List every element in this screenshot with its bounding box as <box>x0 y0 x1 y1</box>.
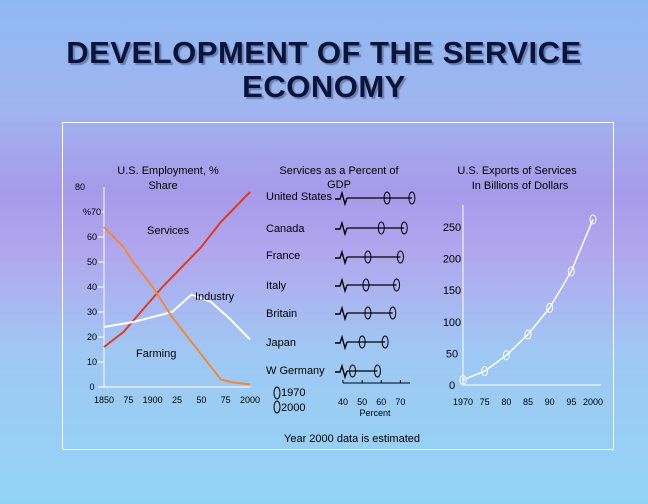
employment-x-tick-label: 25 <box>172 395 182 405</box>
gdp-title-line1: Services as a Percent of <box>279 165 399 177</box>
exports-title-line2: In Billions of Dollars <box>472 180 569 192</box>
gdp-axis-break <box>335 220 348 237</box>
employment-y-tick-label: 10 <box>87 357 97 367</box>
gdp-axis-break <box>335 363 348 380</box>
gdp-1970-marker <box>377 221 385 235</box>
exports-point <box>524 329 532 340</box>
footnote: Year 2000 data is estimated <box>284 433 420 445</box>
exports-chart: 0 50 100 150 200 250 1970 75 80 85 90 95 2000 <box>443 205 603 407</box>
exports-y-tick-label: 100 <box>443 317 461 329</box>
gdp-2000-marker <box>393 278 401 292</box>
employment-y-tick-label: 20 <box>87 332 97 342</box>
chart-panel <box>62 122 614 450</box>
employment-title-line1: U.S. Employment, % <box>117 165 219 177</box>
employment-farming-label: Farming <box>136 348 176 360</box>
slide-title-line1: DEVELOPMENT OF THE SERVICE <box>66 35 582 70</box>
gdp-1970-marker <box>358 335 366 349</box>
gdp-x-tick-label: 50 <box>357 397 367 407</box>
exports-y-tick-label: 200 <box>443 254 461 266</box>
exports-point <box>567 266 575 277</box>
gdp-country-label: Britain <box>266 308 297 320</box>
gdp-country-label: Canada <box>266 223 305 235</box>
exports-line <box>462 219 594 381</box>
gdp-2000-marker <box>381 335 389 349</box>
gdp-legend-1970-label: 1970 <box>281 387 305 399</box>
exports-point <box>502 350 510 361</box>
exports-x-tick-label: 2000 <box>583 397 603 407</box>
gdp-title-line2: GDP <box>327 179 351 191</box>
employment-y-tick-label: %70 <box>83 207 101 217</box>
exports-y-tick-label: 0 <box>449 380 455 392</box>
exports-x-tick-label: 1970 <box>453 397 473 407</box>
slide-title-line2: ECONOMY <box>242 69 406 104</box>
gdp-2000-marker <box>373 364 381 378</box>
exports-x-tick-label: 95 <box>566 397 576 407</box>
gdp-country-label: W Germany <box>266 365 325 377</box>
gdp-axis-break <box>335 305 348 322</box>
employment-services-line <box>103 191 251 348</box>
gdp-axis-break <box>335 334 348 351</box>
employment-y-top-label: 80 <box>75 182 85 192</box>
gdp-country-label: United States <box>266 191 333 203</box>
employment-y-tick-label: 60 <box>87 232 97 242</box>
gdp-1970-marker <box>383 191 391 205</box>
gdp-1970-marker <box>364 250 372 264</box>
gdp-2000-marker <box>408 191 416 205</box>
exports-y-tick-label: 250 <box>443 222 461 234</box>
gdp-country-label: Japan <box>266 337 296 349</box>
gdp-legend-2000-marker <box>273 400 281 414</box>
employment-industry-line <box>103 293 251 341</box>
employment-title-line2: Share <box>148 180 177 192</box>
gdp-1970-marker <box>362 278 370 292</box>
employment-y-tick-label: 50 <box>87 257 97 267</box>
exports-x-tick-label: 90 <box>545 397 555 407</box>
employment-farming-line <box>103 226 251 386</box>
gdp-x-tick-label: 40 <box>338 397 348 407</box>
gdp-axis-break <box>335 249 348 266</box>
exports-x-tick-label: 80 <box>501 397 511 407</box>
employment-services-label: Services <box>147 225 190 237</box>
employment-x-tick-label: 50 <box>196 395 206 405</box>
exports-x-tick-label: 75 <box>480 397 490 407</box>
gdp-axis-break <box>335 277 348 294</box>
exports-title-line1: U.S. Exports of Services <box>457 165 577 177</box>
exports-point <box>459 374 467 385</box>
employment-x-tick-label: 1900 <box>143 395 163 405</box>
gdp-axis-break <box>335 190 348 207</box>
gdp-legend-2000-label: 2000 <box>281 402 305 414</box>
exports-x-tick-label: 85 <box>523 397 533 407</box>
exports-point <box>546 302 554 313</box>
employment-industry-label: Industry <box>195 291 235 303</box>
gdp-x-tick-label: 60 <box>376 397 386 407</box>
gdp-1970-marker <box>349 364 357 378</box>
gdp-x-axis-label: Percent <box>359 408 391 418</box>
gdp-2000-marker <box>389 306 397 320</box>
exports-point <box>481 366 489 377</box>
employment-x-tick-label: 1850 <box>94 395 114 405</box>
exports-y-tick-label: 50 <box>446 348 458 360</box>
gdp-legend-1970-marker <box>273 386 281 400</box>
exports-y-tick-label: 150 <box>443 285 461 297</box>
employment-y-tick-label: 0 <box>89 382 94 392</box>
employment-x-tick-label: 2000 <box>240 395 260 405</box>
employment-x-tick-label: 75 <box>221 395 231 405</box>
gdp-1970-marker <box>364 306 372 320</box>
gdp-2000-marker <box>396 250 404 264</box>
gdp-country-label: Italy <box>266 280 287 292</box>
gdp-chart: United States Canada France Italy Britain Jap… <box>266 190 416 418</box>
employment-y-tick-label: 30 <box>87 307 97 317</box>
gdp-2000-marker <box>400 221 408 235</box>
gdp-country-label: France <box>266 250 300 262</box>
employment-x-tick-label: 75 <box>123 395 133 405</box>
employment-y-tick-label: 40 <box>87 282 97 292</box>
exports-point <box>589 214 597 225</box>
gdp-x-tick-label: 70 <box>395 397 405 407</box>
